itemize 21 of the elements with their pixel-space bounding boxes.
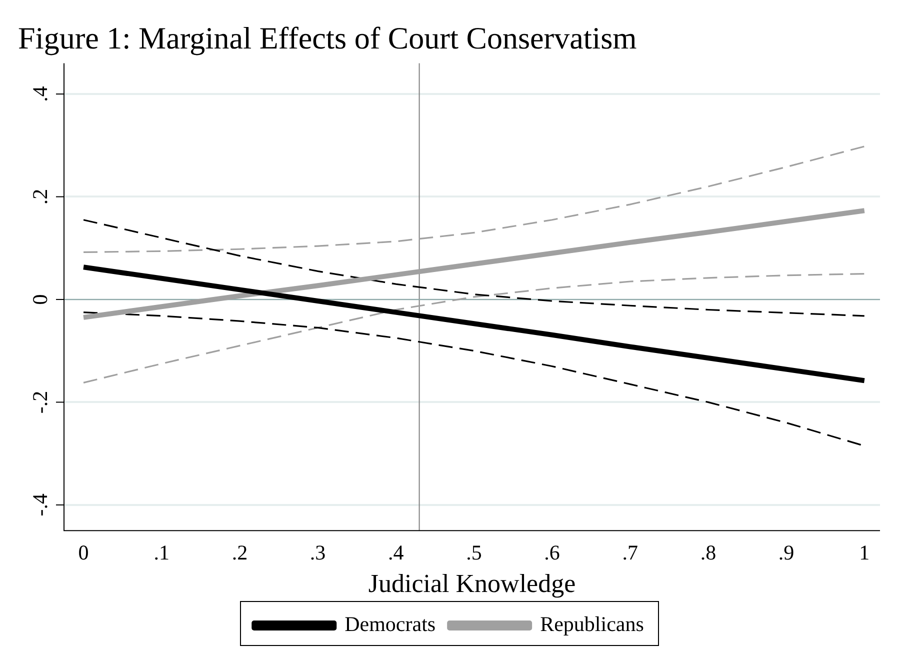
- x-tick-label: .5: [466, 540, 482, 565]
- chart-title: Figure 1: Marginal Effects of Court Conservatism: [18, 20, 637, 56]
- x-tick-label: 0: [78, 540, 89, 565]
- x-tick-label: .6: [544, 540, 560, 565]
- x-tick-label: .4: [388, 540, 404, 565]
- y-tick-label: .4: [28, 86, 52, 102]
- legend-label: Democrats: [344, 612, 436, 636]
- legend-label: Republicans: [540, 612, 644, 636]
- x-tick-label: .8: [700, 540, 716, 565]
- y-tick-label: -.2: [28, 390, 52, 414]
- x-tick-label: .7: [622, 540, 638, 565]
- y-tick-label: -.4: [28, 493, 52, 516]
- x-tick-label: .1: [154, 540, 170, 565]
- y-tick-label: .2: [28, 188, 52, 205]
- y-tick-label: 0: [28, 294, 52, 305]
- x-tick-label: .2: [232, 540, 248, 565]
- x-tick-label: .9: [778, 540, 794, 565]
- line-series: [82, 146, 866, 254]
- x-axis-title: Judicial Knowledge: [368, 569, 576, 598]
- x-tick-label: 1: [859, 540, 870, 565]
- x-tick-label: .3: [310, 540, 326, 565]
